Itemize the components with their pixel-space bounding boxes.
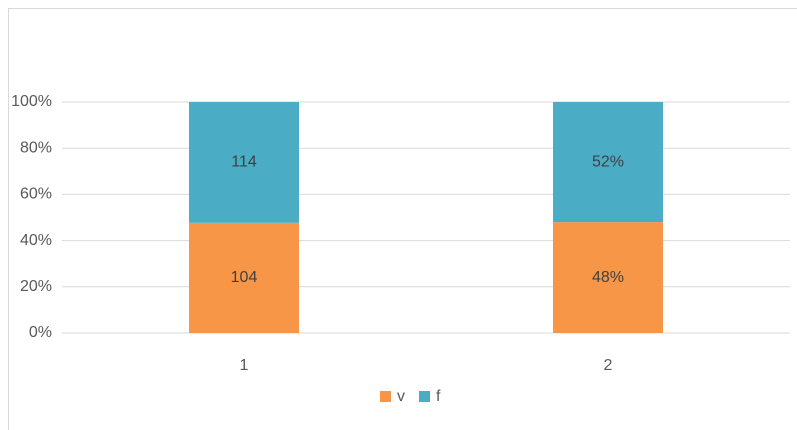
- chart-frame: [8, 8, 797, 430]
- data-label: 52%: [592, 153, 624, 170]
- legend-swatch: [419, 391, 430, 402]
- y-tick-label: 0%: [29, 324, 52, 341]
- x-tick-label: 2: [604, 357, 613, 374]
- data-label: 48%: [592, 269, 624, 286]
- bar-segment: [189, 222, 299, 333]
- legend-swatch: [380, 391, 391, 402]
- bar-segment: [189, 102, 299, 223]
- data-label: 104: [231, 269, 258, 286]
- bar-segment: [553, 102, 663, 223]
- legend-label: v: [397, 388, 405, 405]
- bar-segment: [553, 222, 663, 333]
- y-tick-label: 20%: [20, 278, 52, 295]
- x-tick-label: 1: [240, 357, 249, 374]
- y-tick-label: 80%: [20, 139, 52, 156]
- y-tick-label: 100%: [11, 93, 52, 110]
- y-tick-label: 60%: [20, 186, 52, 203]
- y-tick-label: 40%: [20, 232, 52, 249]
- legend-label: f: [436, 388, 441, 405]
- data-label: 114: [231, 154, 257, 171]
